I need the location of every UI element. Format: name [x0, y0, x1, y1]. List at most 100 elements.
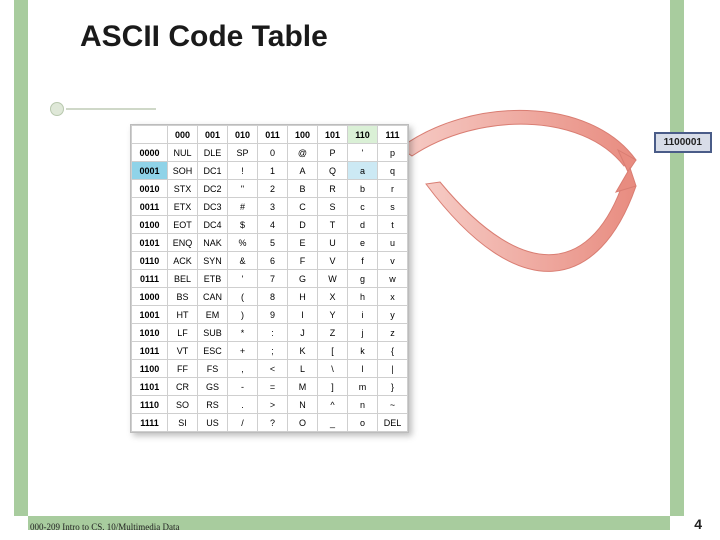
table-cell: 5 [258, 234, 288, 252]
table-cell: n [348, 396, 378, 414]
footer-page-number: 4 [694, 516, 702, 532]
table-cell: SO [168, 396, 198, 414]
table-cell: 4 [258, 216, 288, 234]
table-cell: ' [228, 270, 258, 288]
table-cell: g [348, 270, 378, 288]
table-cell: 8 [258, 288, 288, 306]
table-cell: M [288, 378, 318, 396]
col-header: 100 [288, 126, 318, 144]
table-cell: J [288, 324, 318, 342]
table-cell: CR [168, 378, 198, 396]
table-row: 0110ACKSYN&6FVfv [132, 252, 408, 270]
table-cell: ^ [318, 396, 348, 414]
table-cell: $ [228, 216, 258, 234]
footer-course-text: 000-209 Intro to CS. 10/Multimedia Data [30, 522, 179, 532]
table-cell: H [288, 288, 318, 306]
table-cell: \ [318, 360, 348, 378]
table-cell: ? [258, 414, 288, 432]
table-row: 1011VTESC+;K[k{ [132, 342, 408, 360]
table-cell: K [288, 342, 318, 360]
table-cell: NAK [198, 234, 228, 252]
bullet-dot-icon [50, 102, 64, 116]
table-cell: y [378, 306, 408, 324]
table-cell: 0 [258, 144, 288, 162]
table-cell: + [228, 342, 258, 360]
table-cell: F [288, 252, 318, 270]
row-header: 0001 [132, 162, 168, 180]
table-cell: US [198, 414, 228, 432]
table-cell: 9 [258, 306, 288, 324]
table-cell: SOH [168, 162, 198, 180]
table-cell: N [288, 396, 318, 414]
table-cell: DC2 [198, 180, 228, 198]
table-cell: Q [318, 162, 348, 180]
row-header: 0111 [132, 270, 168, 288]
table-row: 1101CRGS-=M]m} [132, 378, 408, 396]
table-cell: " [228, 180, 258, 198]
row-header: 0010 [132, 180, 168, 198]
table-cell: SI [168, 414, 198, 432]
table-cell: Y [318, 306, 348, 324]
table-row: 0001SOHDC1!1AQaq [132, 162, 408, 180]
result-binary-box: 1100001 [654, 132, 712, 153]
table-cell: BEL [168, 270, 198, 288]
table-cell: S [318, 198, 348, 216]
table-cell: < [258, 360, 288, 378]
table-row: 1000BSCAN(8HXhx [132, 288, 408, 306]
table-cell: > [258, 396, 288, 414]
table-cell: e [348, 234, 378, 252]
table-cell: U [318, 234, 348, 252]
row-header: 0000 [132, 144, 168, 162]
table-cell: i [348, 306, 378, 324]
row-header: 1010 [132, 324, 168, 342]
table-cell: DLE [198, 144, 228, 162]
table-cell: # [228, 198, 258, 216]
table-cell: BS [168, 288, 198, 306]
table-cell: - [228, 378, 258, 396]
table-cell: DC3 [198, 198, 228, 216]
table-cell: ; [258, 342, 288, 360]
table-cell: l [348, 360, 378, 378]
table-row: 0000NULDLESP0@P'p [132, 144, 408, 162]
table-cell: v [378, 252, 408, 270]
table-cell: I [288, 306, 318, 324]
table-row: 1111SIUS/?O_oDEL [132, 414, 408, 432]
table-cell: | [378, 360, 408, 378]
table-cell: ENQ [168, 234, 198, 252]
table-cell: 7 [258, 270, 288, 288]
table-cell: } [378, 378, 408, 396]
table-cell: EOT [168, 216, 198, 234]
table-cell: B [288, 180, 318, 198]
row-header: 0011 [132, 198, 168, 216]
table-cell: a [348, 162, 378, 180]
table-row: 1110SORS.>N^n~ [132, 396, 408, 414]
table-cell: SUB [198, 324, 228, 342]
col-header: 110 [348, 126, 378, 144]
table-cell: @ [288, 144, 318, 162]
table-cell: [ [318, 342, 348, 360]
table-cell: . [228, 396, 258, 414]
table-cell: d [348, 216, 378, 234]
table-cell: ) [228, 306, 258, 324]
table-cell: u [378, 234, 408, 252]
table-cell: s [378, 198, 408, 216]
col-header: 001 [198, 126, 228, 144]
table-cell: p [378, 144, 408, 162]
row-header: 1100 [132, 360, 168, 378]
row-header: 1101 [132, 378, 168, 396]
table-cell: { [378, 342, 408, 360]
table-cell: V [318, 252, 348, 270]
table-row: 0101ENQNAK%5EUeu [132, 234, 408, 252]
table-cell: = [258, 378, 288, 396]
slide-title: ASCII Code Table [80, 20, 658, 54]
table-cell: ( [228, 288, 258, 306]
table-cell: DEL [378, 414, 408, 432]
table-cell: FS [198, 360, 228, 378]
ascii-table-container: 000001010011100101110111 0000NULDLESP0@P… [130, 124, 409, 433]
table-cell: x [378, 288, 408, 306]
table-cell: c [348, 198, 378, 216]
table-cell: _ [318, 414, 348, 432]
table-cell: R [318, 180, 348, 198]
table-body: 0000NULDLESP0@P'p0001SOHDC1!1AQaq0010STX… [132, 144, 408, 432]
table-cell: P [318, 144, 348, 162]
